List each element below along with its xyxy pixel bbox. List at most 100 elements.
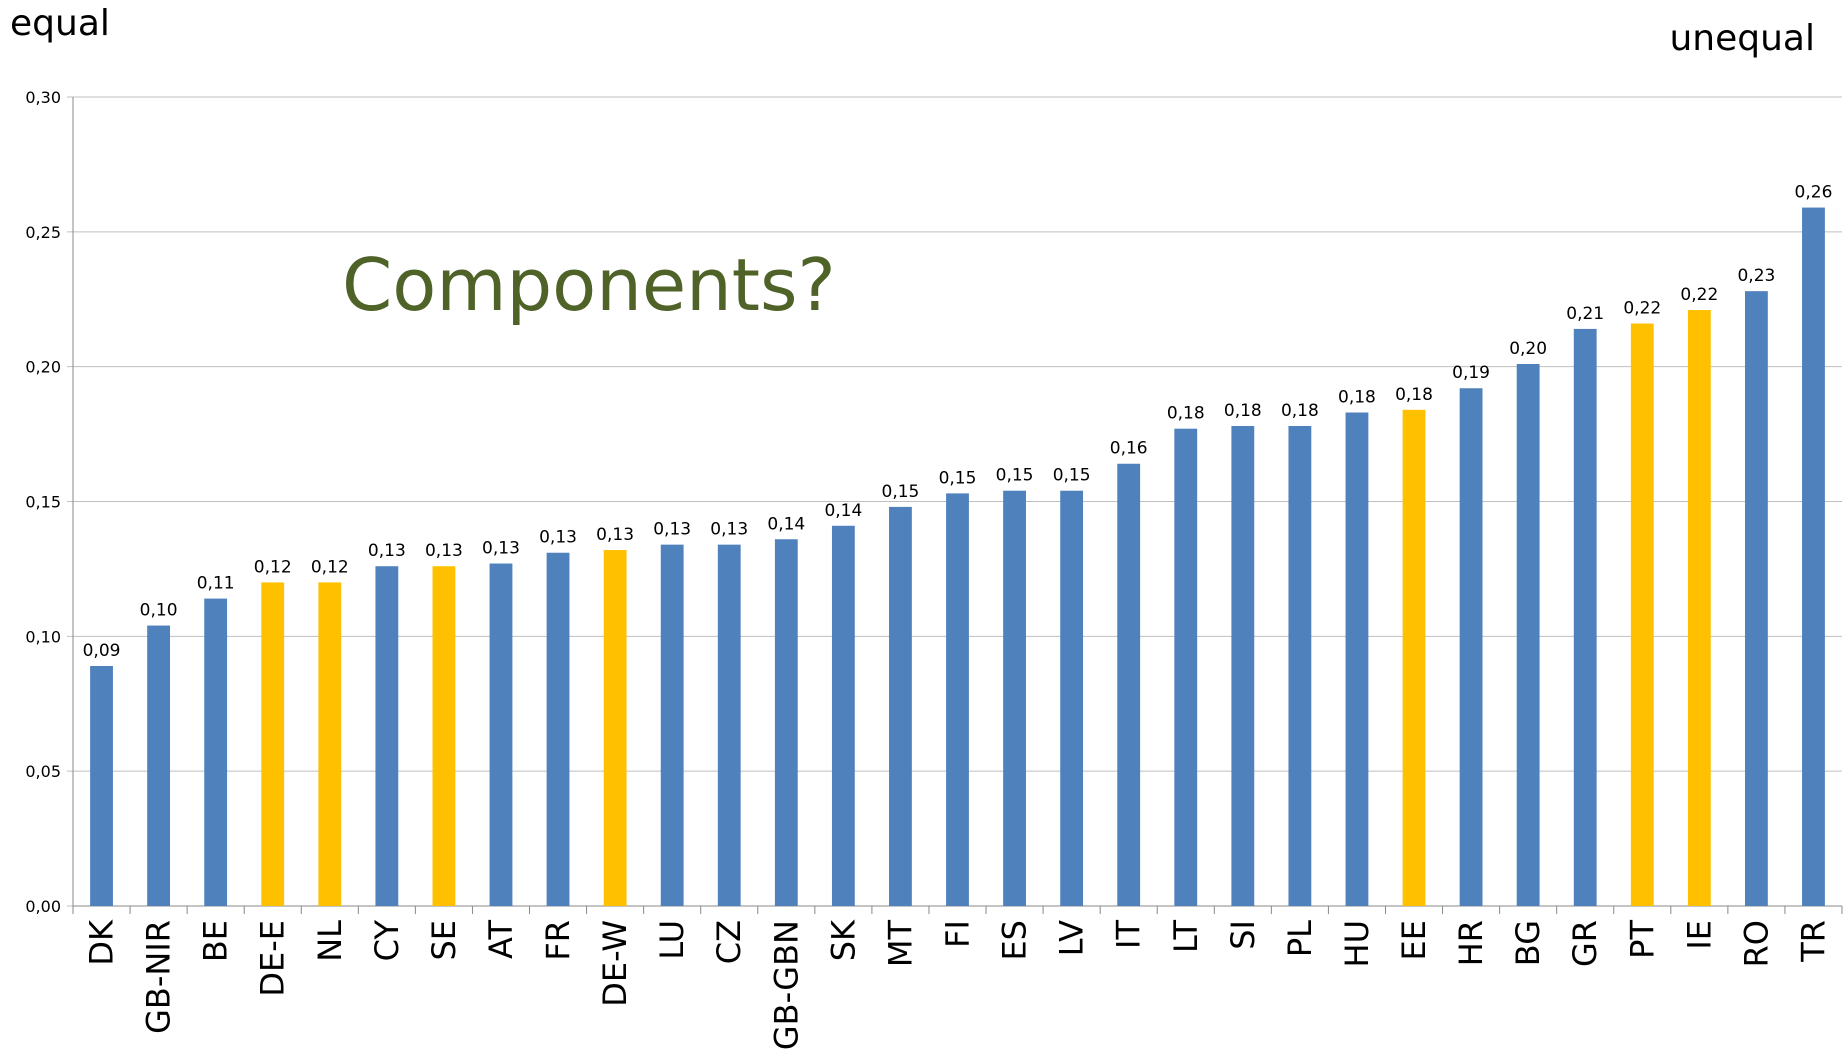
bar bbox=[774, 539, 798, 906]
x-tick-label: PL bbox=[1281, 920, 1319, 957]
x-tick-label: DE-W bbox=[596, 920, 634, 1007]
bar bbox=[204, 598, 228, 906]
value-label: 0,18 bbox=[1395, 385, 1433, 405]
value-label: 0,12 bbox=[254, 557, 292, 577]
bar bbox=[1288, 425, 1312, 906]
bar bbox=[603, 550, 627, 906]
x-tick-label: SI bbox=[1224, 920, 1262, 950]
bar bbox=[147, 625, 171, 906]
value-label: 0,18 bbox=[1167, 404, 1205, 424]
value-label: 0,13 bbox=[710, 520, 748, 540]
bar bbox=[831, 525, 855, 906]
y-tick-label: 0,20 bbox=[25, 358, 61, 377]
bar bbox=[1516, 363, 1540, 907]
bar bbox=[1802, 207, 1825, 906]
x-tick-label: IE bbox=[1680, 920, 1718, 950]
value-label: 0,13 bbox=[482, 539, 520, 559]
value-label: 0,15 bbox=[939, 468, 977, 488]
x-tick-label: FI bbox=[939, 920, 977, 948]
value-label: 0,13 bbox=[539, 528, 577, 548]
value-label: 0,09 bbox=[83, 641, 121, 661]
value-label: 0,20 bbox=[1509, 339, 1547, 359]
value-label: 0,14 bbox=[767, 514, 805, 534]
value-label: 0,18 bbox=[1224, 401, 1262, 421]
bar bbox=[1687, 310, 1711, 907]
bar bbox=[717, 544, 741, 906]
y-tick-label: 0,30 bbox=[25, 88, 61, 107]
x-tick-label: GB-NIR bbox=[140, 920, 178, 1034]
value-label: 0,16 bbox=[1110, 439, 1148, 459]
bar bbox=[489, 563, 513, 906]
value-label: 0,26 bbox=[1795, 183, 1833, 203]
bar bbox=[1117, 463, 1141, 906]
x-tick-label: ES bbox=[996, 920, 1034, 961]
value-label: 0,23 bbox=[1737, 266, 1775, 286]
value-label: 0,13 bbox=[425, 541, 463, 561]
y-tick-label: 0,15 bbox=[25, 493, 61, 512]
bar bbox=[1744, 291, 1768, 906]
bar bbox=[432, 566, 456, 906]
y-tick-label: 0,10 bbox=[25, 627, 61, 646]
bar bbox=[1573, 328, 1597, 906]
value-label: 0,15 bbox=[1053, 466, 1091, 486]
x-tick-label: AT bbox=[482, 920, 520, 959]
bar bbox=[1174, 428, 1198, 906]
bar bbox=[1459, 388, 1483, 906]
left-label: equal bbox=[10, 3, 110, 44]
bar bbox=[660, 544, 684, 906]
y-tick-label: 0,05 bbox=[25, 762, 61, 781]
x-tick-label: IT bbox=[1110, 920, 1148, 949]
bar bbox=[1345, 412, 1369, 906]
y-tick-label: 0,25 bbox=[25, 223, 61, 242]
x-tick-label: BG bbox=[1509, 920, 1547, 966]
x-tick-label: HU bbox=[1338, 920, 1376, 967]
value-label: 0,22 bbox=[1623, 299, 1661, 319]
x-tick-label: FR bbox=[539, 920, 577, 961]
bar bbox=[261, 582, 285, 906]
value-label: 0,15 bbox=[996, 466, 1034, 486]
x-tick-label: HR bbox=[1452, 920, 1490, 966]
value-label: 0,18 bbox=[1338, 388, 1376, 408]
value-label: 0,14 bbox=[824, 501, 862, 521]
bar bbox=[1060, 490, 1084, 906]
bar bbox=[1003, 490, 1026, 906]
value-label: 0,15 bbox=[882, 482, 920, 502]
x-tick-label: BE bbox=[197, 920, 235, 962]
value-label: 0,10 bbox=[140, 601, 178, 621]
x-tick-label: PT bbox=[1623, 920, 1661, 959]
value-label: 0,13 bbox=[653, 520, 691, 540]
x-tick-label: GR bbox=[1566, 920, 1604, 967]
x-tick-label: DK bbox=[83, 919, 121, 966]
right-label: unequal bbox=[1669, 18, 1815, 59]
value-label: 0,13 bbox=[368, 541, 406, 561]
value-label: 0,12 bbox=[311, 557, 349, 577]
x-tick-label: SK bbox=[824, 919, 862, 961]
x-tick-label: RO bbox=[1737, 920, 1775, 967]
value-label: 0,21 bbox=[1566, 304, 1604, 324]
x-tick-label: EE bbox=[1395, 920, 1433, 960]
y-tick-label: 0,00 bbox=[25, 897, 61, 916]
bar bbox=[546, 552, 570, 906]
bar bbox=[889, 506, 912, 906]
x-tick-label: LU bbox=[653, 920, 691, 960]
bar bbox=[1231, 425, 1255, 906]
x-tick-label: MT bbox=[881, 920, 919, 968]
bar bbox=[1402, 409, 1426, 906]
x-tick-label: TR bbox=[1794, 920, 1832, 963]
x-tick-label: GB-GBN bbox=[767, 920, 805, 1050]
bar bbox=[375, 566, 399, 906]
x-tick-label: CZ bbox=[710, 920, 748, 964]
x-tick-label: LV bbox=[1053, 920, 1091, 956]
x-tick-label: DE-E bbox=[254, 920, 292, 997]
bar bbox=[318, 582, 342, 906]
bar bbox=[946, 493, 969, 906]
value-label: 0,19 bbox=[1452, 363, 1490, 383]
bar bbox=[90, 665, 113, 906]
value-label: 0,13 bbox=[596, 525, 634, 545]
x-tick-label: NL bbox=[311, 920, 349, 962]
annotation: Components? bbox=[342, 243, 836, 327]
x-tick-label: LT bbox=[1167, 920, 1205, 953]
value-label: 0,18 bbox=[1281, 401, 1319, 421]
x-tick-label: SE bbox=[425, 920, 463, 961]
